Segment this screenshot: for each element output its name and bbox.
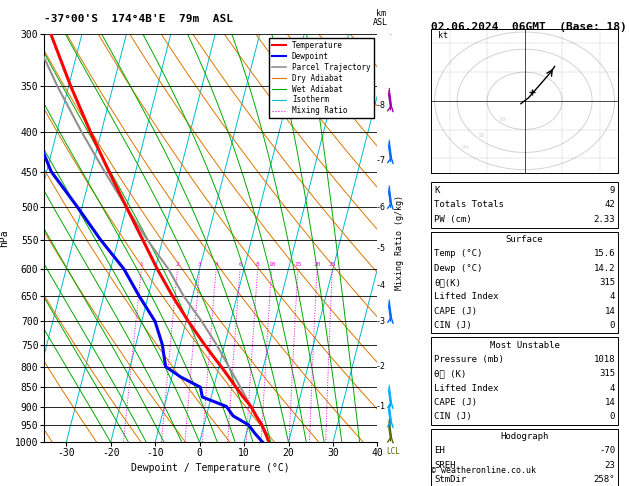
Text: Temp (°C): Temp (°C): [434, 249, 482, 259]
Text: -5: -5: [376, 244, 386, 253]
Text: 0: 0: [610, 412, 615, 421]
Text: Hodograph: Hodograph: [501, 432, 548, 441]
Text: θᴇ(K): θᴇ(K): [434, 278, 461, 287]
Text: EH: EH: [434, 446, 445, 455]
Text: 9: 9: [610, 186, 615, 195]
Text: 315: 315: [599, 369, 615, 379]
Text: StmDir: StmDir: [434, 475, 466, 484]
Text: km
ASL: km ASL: [373, 9, 388, 27]
Text: © weatheronline.co.uk: © weatheronline.co.uk: [431, 466, 536, 475]
Text: CIN (J): CIN (J): [434, 321, 472, 330]
Text: 42: 42: [604, 200, 615, 209]
Text: -2: -2: [376, 362, 386, 371]
X-axis label: Dewpoint / Temperature (°C): Dewpoint / Temperature (°C): [131, 463, 290, 473]
Text: LCL: LCL: [386, 447, 400, 456]
Text: CIN (J): CIN (J): [434, 412, 472, 421]
Text: Dewp (°C): Dewp (°C): [434, 263, 482, 273]
Text: 0: 0: [610, 321, 615, 330]
Text: 23: 23: [604, 461, 615, 470]
Text: -37°00'S  174°4B'E  79m  ASL: -37°00'S 174°4B'E 79m ASL: [44, 14, 233, 24]
Text: -70: -70: [599, 446, 615, 455]
Text: kt: kt: [438, 31, 448, 40]
Text: 15.6: 15.6: [594, 249, 615, 259]
Text: 3: 3: [198, 262, 202, 267]
Text: Pressure (mb): Pressure (mb): [434, 355, 504, 364]
Text: 4: 4: [610, 383, 615, 393]
Text: SREH: SREH: [434, 461, 455, 470]
Text: 10: 10: [268, 262, 276, 267]
Text: 14: 14: [604, 398, 615, 407]
Text: 10: 10: [498, 117, 506, 122]
Text: Lifted Index: Lifted Index: [434, 383, 499, 393]
Text: Totals Totals: Totals Totals: [434, 200, 504, 209]
Text: K: K: [434, 186, 440, 195]
Text: -8: -8: [376, 101, 386, 110]
Text: 18: 18: [477, 133, 485, 138]
Text: 1: 1: [140, 262, 143, 267]
Text: θᴇ (K): θᴇ (K): [434, 369, 466, 379]
Text: -1: -1: [376, 402, 386, 411]
Text: 4: 4: [214, 262, 218, 267]
Text: CAPE (J): CAPE (J): [434, 398, 477, 407]
Text: -6: -6: [376, 203, 386, 212]
Text: 2: 2: [175, 262, 179, 267]
Text: 14.2: 14.2: [594, 263, 615, 273]
Text: 20: 20: [313, 262, 321, 267]
Text: 8: 8: [256, 262, 260, 267]
Text: 258°: 258°: [594, 475, 615, 484]
Text: Mixing Ratio (g/kg): Mixing Ratio (g/kg): [395, 195, 404, 291]
Text: 14: 14: [604, 307, 615, 316]
Text: 24: 24: [462, 145, 469, 150]
Text: -4: -4: [376, 281, 386, 290]
Text: Surface: Surface: [506, 235, 543, 244]
Text: CAPE (J): CAPE (J): [434, 307, 477, 316]
Text: 1018: 1018: [594, 355, 615, 364]
Text: 15: 15: [294, 262, 302, 267]
Text: PW (cm): PW (cm): [434, 215, 472, 224]
Text: -7: -7: [376, 156, 386, 164]
Y-axis label: hPa: hPa: [0, 229, 9, 247]
Legend: Temperature, Dewpoint, Parcel Trajectory, Dry Adiabat, Wet Adiabat, Isotherm, Mi: Temperature, Dewpoint, Parcel Trajectory…: [269, 38, 374, 119]
Text: 02.06.2024  06GMT  (Base: 18): 02.06.2024 06GMT (Base: 18): [431, 22, 626, 32]
Text: 2.33: 2.33: [594, 215, 615, 224]
Text: 25: 25: [328, 262, 336, 267]
Text: Lifted Index: Lifted Index: [434, 292, 499, 301]
Text: Most Unstable: Most Unstable: [489, 341, 560, 350]
Text: 315: 315: [599, 278, 615, 287]
Text: 6: 6: [238, 262, 242, 267]
Text: 4: 4: [610, 292, 615, 301]
Text: -3: -3: [376, 317, 386, 326]
